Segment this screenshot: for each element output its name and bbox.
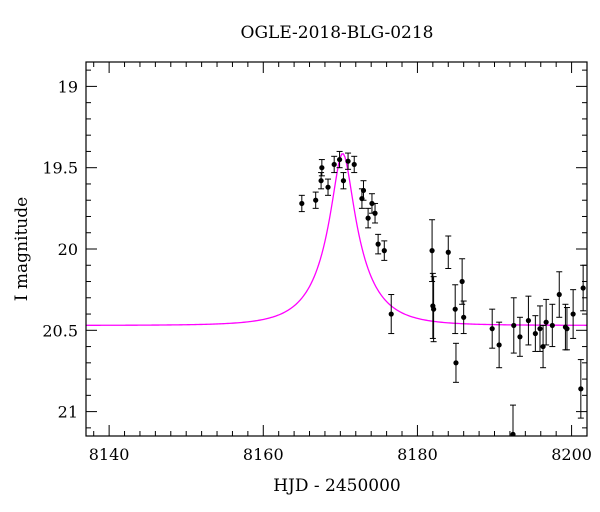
point-marker (496, 342, 502, 348)
data-point (429, 219, 436, 283)
data-point (351, 155, 358, 174)
point-marker (369, 200, 375, 207)
data-point (331, 155, 338, 174)
model-curve-layer (86, 153, 587, 326)
point-marker (511, 322, 517, 329)
point-marker (319, 165, 325, 171)
axis-ticks (86, 62, 588, 436)
data-point (452, 284, 459, 335)
point-marker (459, 278, 465, 285)
point-marker (532, 330, 538, 337)
data-point (365, 207, 372, 229)
point-marker (543, 319, 549, 325)
data-point (381, 240, 388, 261)
data-point (460, 300, 467, 335)
data-point (543, 298, 550, 346)
point-marker (510, 431, 516, 436)
data-point (368, 193, 375, 214)
data-point (430, 276, 437, 343)
point-marker (331, 161, 337, 168)
point-marker (318, 178, 324, 184)
data-point (375, 233, 382, 255)
data-point (536, 305, 543, 352)
point-marker (375, 241, 381, 247)
x-tick-label: 8140 (89, 445, 130, 464)
data-point (563, 307, 570, 351)
y-tick-label: 19 (58, 77, 78, 96)
point-marker (351, 161, 357, 168)
data-point (516, 316, 523, 357)
data-point (312, 191, 319, 209)
point-marker (578, 386, 584, 392)
point-marker (570, 311, 576, 317)
x-tick-label: 8200 (551, 445, 592, 464)
data-point (318, 172, 325, 190)
data-point (459, 258, 466, 305)
point-marker (461, 314, 467, 320)
x-tick-label: 8160 (243, 445, 284, 464)
data-point (510, 404, 517, 436)
data-point (388, 294, 395, 335)
point-marker (452, 306, 458, 312)
point-marker (381, 248, 387, 254)
data-point (496, 321, 503, 369)
point-marker (453, 360, 459, 366)
tick-labels: 8140 8160 8180 8200 19 19.5 20 20.5 21 (42, 77, 592, 464)
point-marker (517, 334, 523, 340)
point-marker (525, 317, 532, 324)
chart-title: OGLE-2018-BLG-0218 (241, 23, 434, 43)
x-axis-label: HJD - 2450000 (273, 476, 401, 496)
data-points (298, 150, 587, 436)
data-point (445, 235, 452, 270)
model-curve (86, 153, 587, 326)
data-point (510, 297, 517, 354)
point-marker (340, 178, 347, 184)
y-tick-label: 20.5 (42, 321, 78, 340)
data-point (298, 194, 305, 213)
data-point (570, 289, 577, 339)
data-point (532, 315, 539, 352)
point-marker (388, 311, 394, 317)
y-tick-label: 20 (58, 240, 78, 259)
point-marker (431, 306, 437, 312)
data-point (525, 295, 532, 346)
point-marker (365, 215, 371, 221)
y-axis-label: I magnitude (12, 197, 32, 301)
point-marker (564, 326, 570, 332)
data-point (580, 264, 587, 312)
data-point (325, 178, 332, 196)
point-marker (537, 326, 543, 332)
data-point (577, 359, 584, 419)
point-marker (299, 200, 305, 207)
data-point (345, 152, 352, 170)
point-marker (556, 291, 562, 298)
plot-frame (85, 61, 588, 437)
point-marker (325, 184, 331, 190)
data-point (372, 202, 379, 224)
data-point (452, 342, 459, 383)
data-point (489, 308, 496, 349)
data-point (556, 271, 563, 318)
point-marker (345, 158, 351, 164)
point-marker (445, 249, 451, 255)
point-marker (372, 210, 378, 216)
point-marker (429, 248, 435, 254)
data-point (340, 172, 347, 190)
data-point (360, 180, 367, 201)
point-marker (549, 322, 555, 329)
point-marker (580, 285, 586, 291)
y-tick-label: 19.5 (42, 159, 78, 178)
data-point (429, 272, 436, 339)
x-tick-label: 8180 (397, 445, 438, 464)
data-point (336, 150, 343, 169)
data-point (540, 324, 547, 369)
data-point (549, 303, 556, 348)
point-marker (360, 187, 367, 194)
point-marker (489, 326, 495, 332)
point-marker (313, 197, 319, 203)
data-point (318, 159, 325, 177)
point-marker (336, 156, 343, 163)
y-tick-label: 21 (58, 403, 78, 422)
